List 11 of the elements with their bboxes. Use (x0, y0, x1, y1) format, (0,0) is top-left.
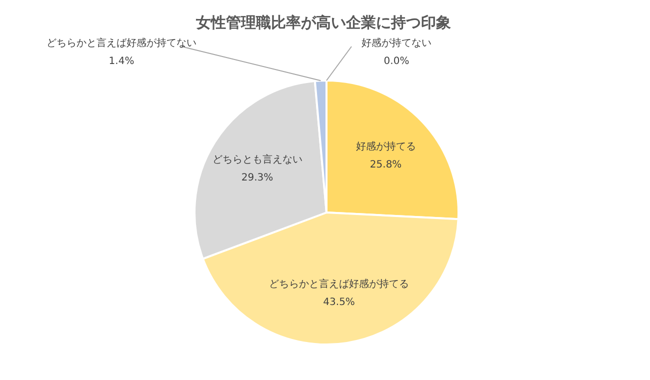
data-label: 29.3% (241, 172, 274, 184)
slice-label: 好感が持てる (356, 140, 416, 153)
slice-label: どちらかと言えば好感が持てない (46, 37, 196, 49)
data-label: 25.8% (370, 160, 402, 171)
text: 0.0% (384, 56, 410, 67)
chart-title: 女性管理職比率が高い企業に持つ印象 (195, 14, 451, 32)
slice-label: どちらとも言えない (212, 153, 302, 166)
slice-label: どちらかと言えば好感が持てる (269, 278, 410, 290)
data-label: 43.5% (323, 296, 355, 308)
category-label: 好感が持てない (362, 38, 432, 49)
data-label: 1.4% (108, 56, 134, 67)
